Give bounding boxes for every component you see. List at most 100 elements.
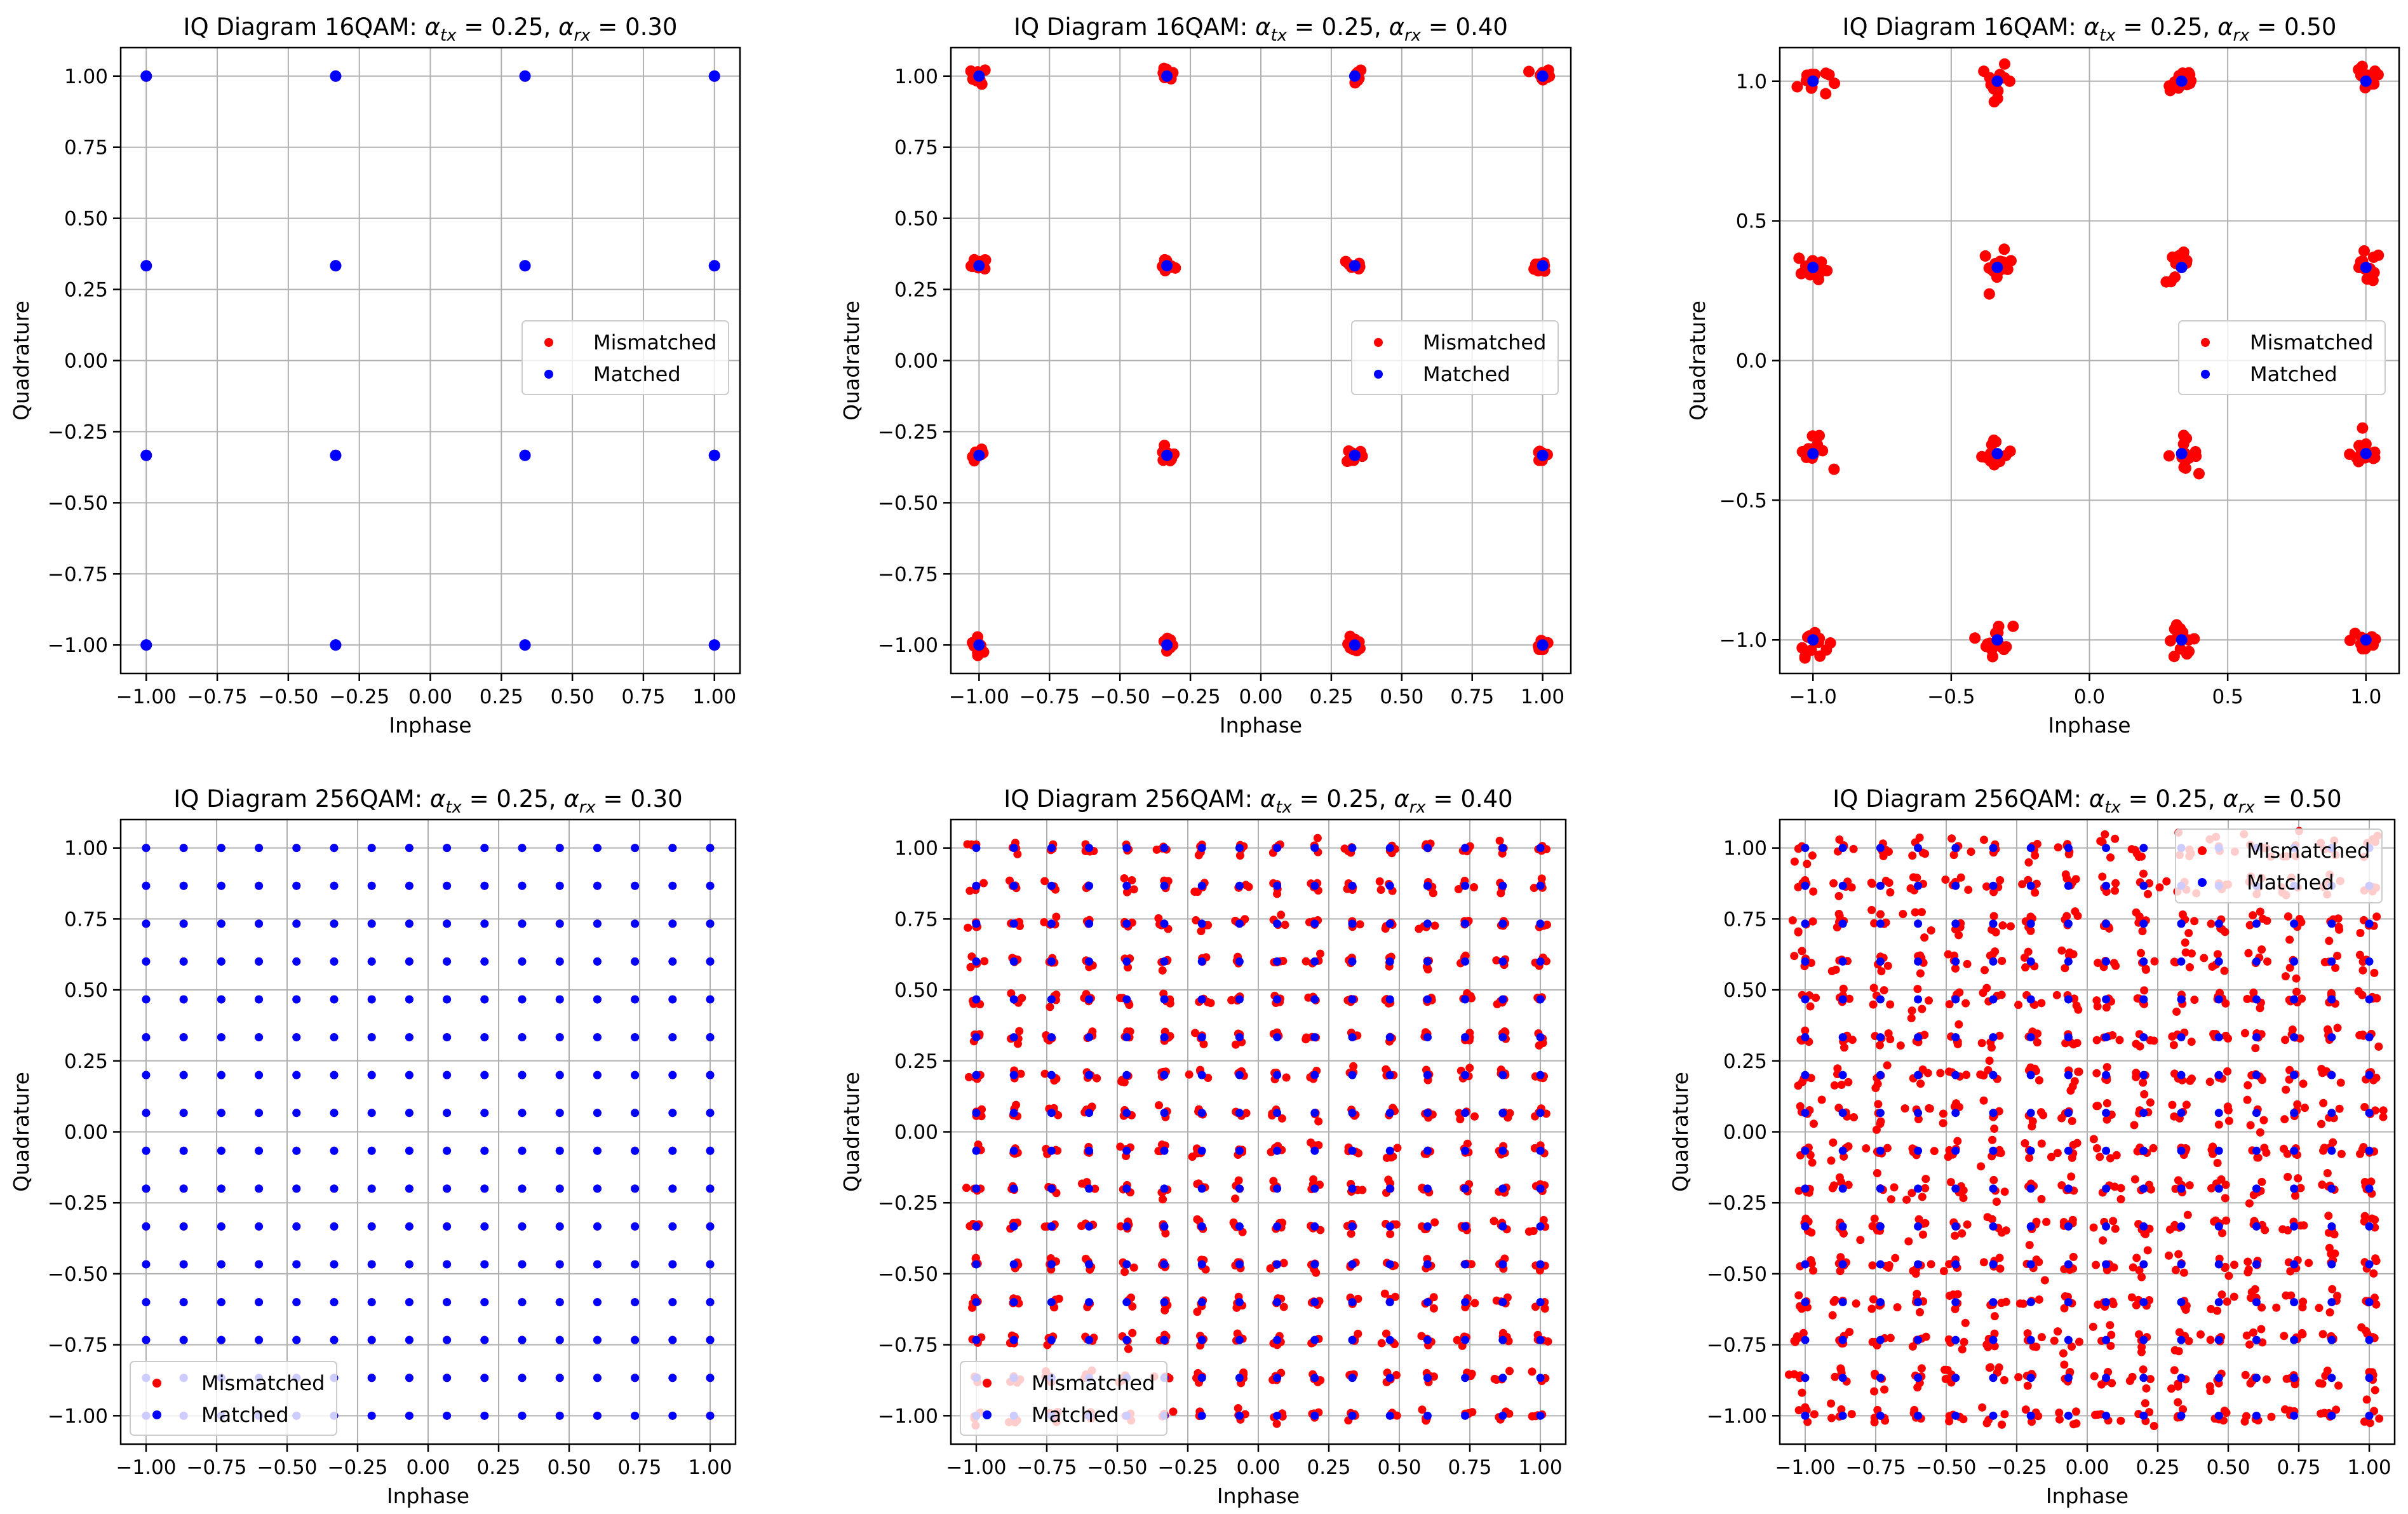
y-tick-label: 0.50 (64, 208, 108, 231)
matched-point (480, 1374, 489, 1382)
mismatched-point (1382, 1065, 1390, 1074)
legend-label: Matched (2247, 870, 2334, 895)
matched-point (480, 957, 489, 966)
matched-point (2290, 957, 2299, 966)
matched-point (2290, 1109, 2299, 1118)
mismatched-point (1790, 952, 1799, 961)
matched-point (706, 881, 715, 890)
matched-point (1423, 1109, 1432, 1118)
matched-point (2102, 1411, 2111, 1420)
matched-point (1385, 1260, 1394, 1269)
mismatched-point (2360, 438, 2372, 450)
mismatched-point (2262, 1148, 2271, 1157)
matched-point (1991, 75, 2003, 87)
matched-point (1161, 70, 1173, 82)
mismatched-point (2146, 1036, 2155, 1044)
mismatched-point (1820, 644, 1833, 656)
matched-point (2177, 1184, 2186, 1193)
matched-point (1951, 1411, 1960, 1420)
mismatched-point (2181, 938, 2189, 947)
y-tick-label: −0.50 (48, 492, 108, 515)
matched-point (1310, 957, 1319, 966)
matched-point (1009, 957, 1018, 966)
title-part: = 0.50 (2250, 13, 2337, 41)
mismatched-point (2037, 999, 2046, 1008)
matched-point (1197, 995, 1206, 1004)
mismatched-point (2146, 1098, 2155, 1107)
matched-point (1876, 1298, 1885, 1307)
matched-point (1536, 881, 1545, 890)
mismatched-point (1798, 947, 1806, 956)
matched-point (2252, 1260, 2261, 1269)
mismatched-point (1954, 1020, 1963, 1029)
matched-point (1914, 1335, 1923, 1344)
mismatched-point (1908, 1342, 1917, 1351)
matched-point (1385, 1298, 1394, 1307)
matched-point (405, 1260, 414, 1269)
matched-point (443, 1146, 452, 1155)
mismatched-point (1790, 857, 1799, 866)
mismatched-point (2170, 957, 2179, 966)
matched-point (2026, 1109, 2035, 1118)
matched-point (2214, 1411, 2223, 1420)
matched-point (555, 881, 564, 890)
mismatched-point (2172, 1007, 2181, 1016)
matched-point (1122, 1222, 1131, 1231)
matched-point (1310, 1222, 1319, 1231)
mismatched-point (2001, 263, 2014, 275)
mismatched-point (1941, 1374, 1950, 1383)
mismatched-point (1808, 851, 1817, 860)
x-tick-label: −0.25 (327, 1456, 387, 1479)
matched-point (255, 1146, 264, 1155)
matched-point (1461, 1033, 1470, 1042)
matched-point (1423, 1335, 1432, 1344)
mismatched-point (2362, 1395, 2371, 1404)
title-part: tx (445, 798, 462, 817)
legend-box (2178, 320, 2386, 395)
mismatched-point (2130, 1121, 2139, 1130)
mismatched-point (2138, 927, 2147, 936)
matched-point (631, 1184, 640, 1193)
matched-point (1951, 844, 1960, 853)
y-tick-label: −0.25 (1707, 1192, 1767, 1215)
mismatched-point (2315, 1379, 2324, 1388)
matched-point (555, 995, 564, 1004)
chart-panel-5: −1.00 −0.75 −0.50 −0.25 0.00 0.25 0.50 0.75 1.00… (839, 785, 1567, 1508)
mismatched-point (2115, 1036, 2124, 1044)
mismatched-point (1154, 914, 1163, 923)
matched-point (706, 1146, 715, 1155)
matched-point (1914, 844, 1923, 853)
mismatched-point (1913, 985, 1922, 994)
matched-point (668, 1411, 677, 1420)
matched-point (1498, 1222, 1507, 1231)
matched-point (179, 1184, 188, 1193)
matched-point (255, 957, 264, 966)
mismatched-point (1470, 1299, 1479, 1308)
matched-point (2365, 1335, 2374, 1344)
title-part: = 0.40 (1421, 13, 1508, 41)
mismatched-point (2325, 936, 2334, 945)
matched-point (1801, 1222, 1810, 1231)
mismatched-point (2379, 1112, 2388, 1121)
mismatched-point (2281, 1036, 2290, 1044)
matched-point (2327, 1298, 2336, 1307)
matched-point (1273, 1033, 1282, 1042)
mismatched-point (2139, 1078, 2148, 1087)
matched-point (330, 844, 339, 853)
mismatched-point (2039, 1111, 2048, 1119)
legend-label: Mismatched (593, 330, 716, 355)
matched-point (2327, 957, 2336, 966)
matched-point (1989, 881, 1998, 890)
matched-point (255, 1071, 264, 1079)
mismatched-point (1808, 917, 1817, 926)
matched-point (1310, 1109, 1319, 1118)
matched-point (1385, 1222, 1394, 1231)
matched-point (2064, 919, 2073, 928)
mismatched-point (1885, 879, 1893, 888)
mismatched-point (1244, 882, 1253, 891)
matched-point (330, 1109, 339, 1118)
matched-point (405, 1411, 414, 1420)
matched-point (1838, 1298, 1847, 1307)
matched-point (405, 1184, 414, 1193)
mismatched-point (2144, 889, 2153, 898)
